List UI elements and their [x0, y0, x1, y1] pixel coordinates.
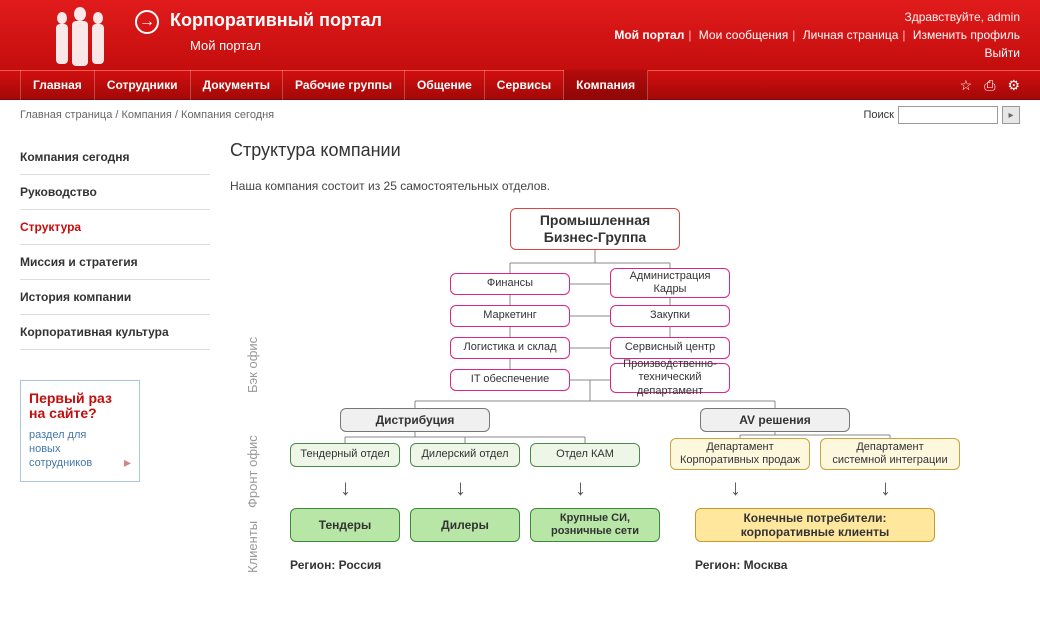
logo-arrow-icon: →	[135, 10, 159, 34]
portal-title: Корпоративный портал	[170, 10, 382, 31]
org-node: Тендеры	[290, 508, 400, 542]
promo-box[interactable]: Первый раз на сайте? раздел для новых со…	[20, 380, 140, 482]
nav-Главная[interactable]: Главная	[20, 70, 95, 100]
left-sidebar: Компания сегодняРуководствоСтруктураМисс…	[20, 140, 210, 613]
org-node: Дилерский отдел	[410, 443, 520, 467]
section-label: Фронт офис	[245, 408, 260, 508]
link-exit[interactable]: Выйти	[984, 46, 1020, 60]
search-input[interactable]	[898, 106, 998, 124]
org-node: Закупки	[610, 305, 730, 327]
sidebar-item-5[interactable]: Корпоративная культура	[20, 315, 210, 350]
star-icon[interactable]: ☆	[960, 77, 973, 94]
down-arrow-icon: ↓	[455, 475, 466, 501]
org-node: Крупные СИ, розничные сети	[530, 508, 660, 542]
org-node: Отдел КАМ	[530, 443, 640, 467]
org-node: Сервисный центр	[610, 337, 730, 359]
promo-sub: раздел для новых сотрудников	[29, 428, 131, 471]
print-icon[interactable]: ⎙	[984, 77, 995, 94]
link-edit-profile[interactable]: Изменить профиль	[913, 28, 1020, 42]
org-node: AV решения	[700, 408, 850, 432]
crumb-1[interactable]: Компания	[122, 109, 172, 121]
org-node: Финансы	[450, 273, 570, 295]
org-node: IT обеспечение	[450, 369, 570, 391]
people-logo	[40, 6, 120, 66]
section-label: Клиенты	[245, 523, 260, 573]
org-node: Маркетинг	[450, 305, 570, 327]
org-node: Промышленная Бизнес-Группа	[510, 208, 680, 250]
org-node: Департамент системной интеграции	[820, 438, 960, 470]
nav-Сотрудники[interactable]: Сотрудники	[95, 70, 191, 100]
link-personal-page[interactable]: Личная страница	[803, 28, 899, 42]
page-title: Структура компании	[230, 140, 1020, 161]
search-label: Поиск	[864, 109, 894, 121]
sidebar-item-0[interactable]: Компания сегодня	[20, 140, 210, 175]
down-arrow-icon: ↓	[575, 475, 586, 501]
nav-Рабочие группы[interactable]: Рабочие группы	[283, 70, 405, 100]
page-intro: Наша компания состоит из 25 самостоятель…	[230, 179, 1020, 193]
toolbar-row: Главная страница / Компания / Компания с…	[0, 100, 1040, 130]
link-my-messages[interactable]: Мои сообщения	[699, 28, 788, 42]
region-label: Регион: Россия	[290, 558, 381, 572]
down-arrow-icon: ↓	[730, 475, 741, 501]
sidebar-item-4[interactable]: История компании	[20, 280, 210, 315]
org-chart-diagram: Бэк офисФронт офисКлиентыПромышленная Би…	[240, 213, 1000, 613]
nav-Компания[interactable]: Компания	[564, 70, 648, 100]
app-header: → Корпоративный портал Мой портал Здравс…	[0, 0, 1040, 70]
sidebar-item-1[interactable]: Руководство	[20, 175, 210, 210]
crumb-0[interactable]: Главная страница	[20, 109, 112, 121]
sitemap-icon[interactable]: ⚙	[1007, 77, 1020, 94]
org-node: Департамент Корпоративных продаж	[670, 438, 810, 470]
region-label: Регион: Москва	[695, 558, 787, 572]
nav-Общение[interactable]: Общение	[405, 70, 485, 100]
section-label: Бэк офис	[245, 273, 260, 393]
org-node: Логистика и склад	[450, 337, 570, 359]
main-content: Структура компании Наша компания состоит…	[230, 140, 1020, 613]
org-node: Администрация Кадры	[610, 268, 730, 298]
org-node: Конечные потребители: корпоративные клие…	[695, 508, 935, 542]
promo-arrow-icon: ▸	[124, 454, 131, 471]
nav-Документы[interactable]: Документы	[191, 70, 283, 100]
header-user-area: Здравствуйте, admin Мой портал| Мои сооб…	[614, 8, 1020, 62]
org-node: Дилеры	[410, 508, 520, 542]
nav-Сервисы[interactable]: Сервисы	[485, 70, 564, 100]
org-node: Тендерный отдел	[290, 443, 400, 467]
link-my-portal[interactable]: Мой портал	[614, 28, 684, 42]
org-node: Дистрибуция	[340, 408, 490, 432]
greeting-text: Здравствуйте, admin	[614, 8, 1020, 26]
org-node: Производственно- технический департамент	[610, 363, 730, 393]
breadcrumb: Главная страница / Компания / Компания с…	[20, 109, 274, 121]
promo-title: Первый раз на сайте?	[29, 391, 131, 422]
crumb-2[interactable]: Компания сегодня	[181, 109, 274, 121]
main-navbar: ГлавнаяСотрудникиДокументыРабочие группы…	[0, 70, 1040, 100]
search-go-button[interactable]: ▸	[1002, 106, 1020, 124]
user-links: Мой портал| Мои сообщения| Личная страни…	[614, 26, 1020, 44]
down-arrow-icon: ↓	[340, 475, 351, 501]
portal-subtitle: Мой портал	[190, 38, 261, 53]
sidebar-item-3[interactable]: Миссия и стратегия	[20, 245, 210, 280]
sidebar-item-2[interactable]: Структура	[20, 210, 210, 245]
down-arrow-icon: ↓	[880, 475, 891, 501]
